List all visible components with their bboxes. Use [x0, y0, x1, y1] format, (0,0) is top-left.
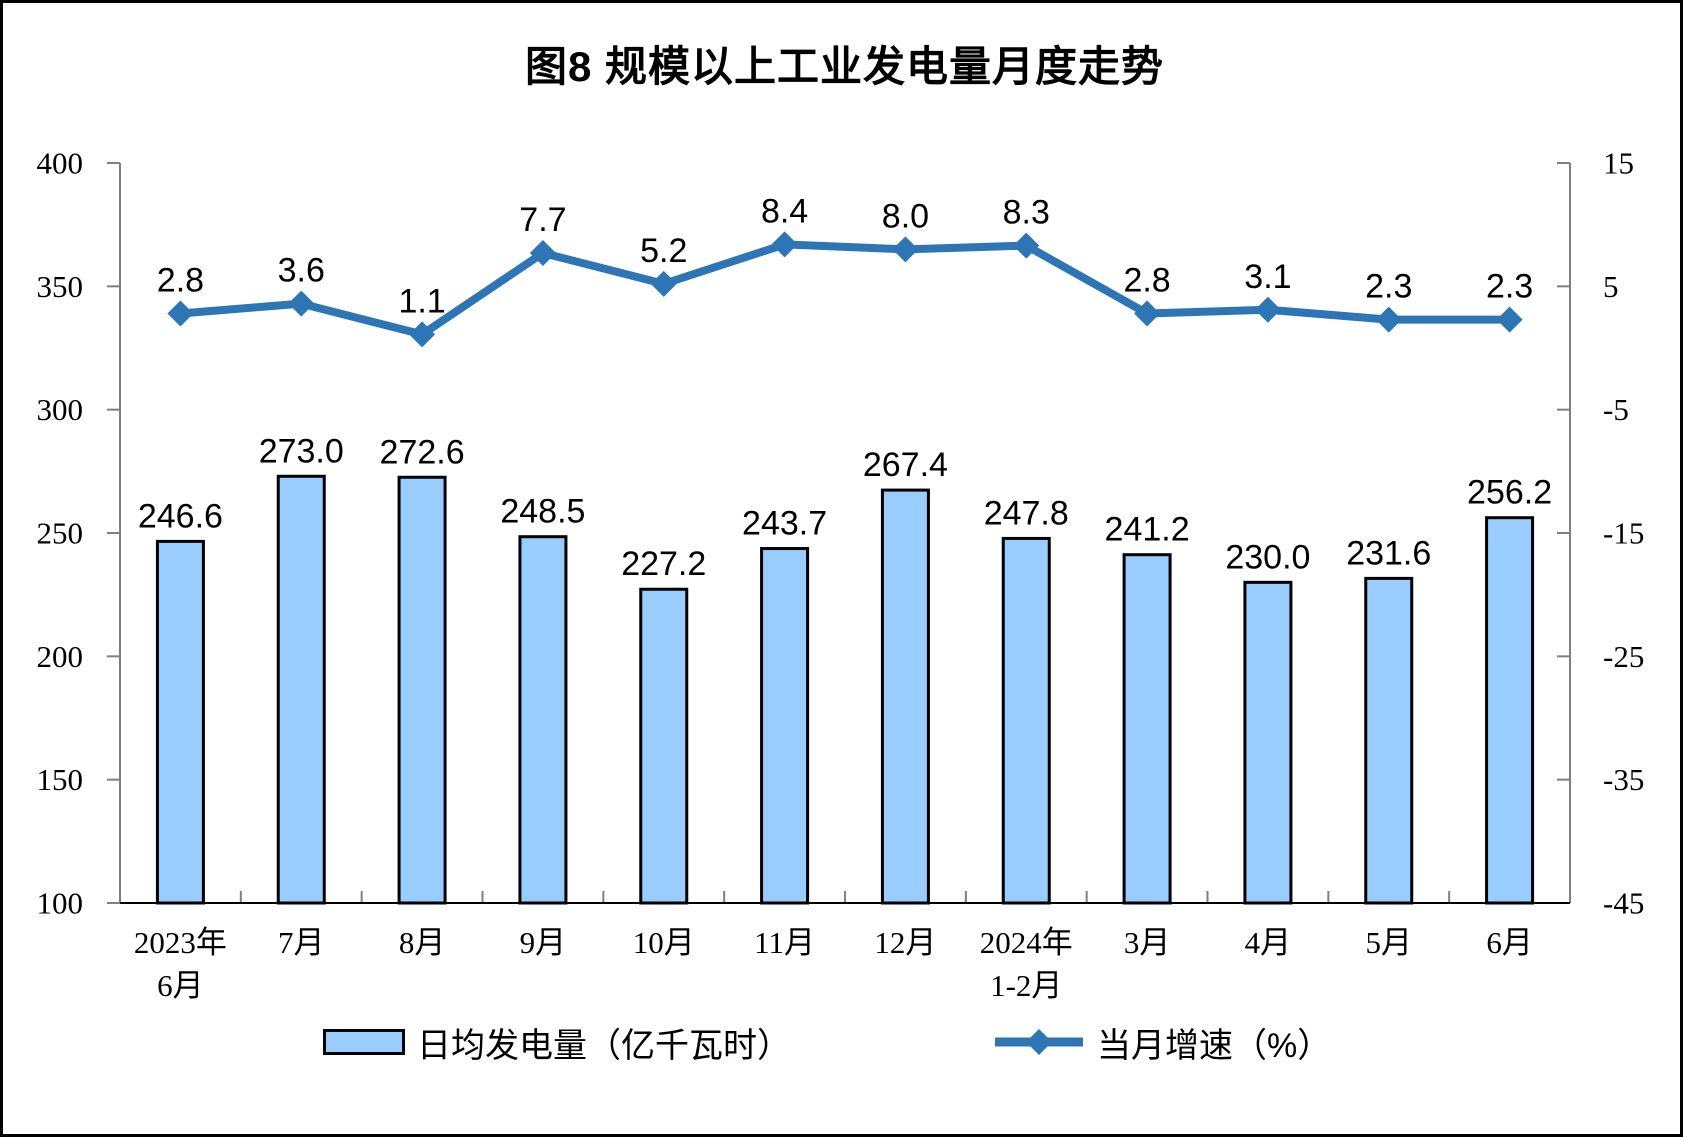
line-marker [529, 240, 556, 267]
line-marker [1013, 232, 1040, 259]
line-value-label: 2.8 [157, 261, 204, 299]
line-value-label: 5.2 [640, 232, 687, 270]
line-marker [1254, 296, 1281, 323]
bar-value-label: 243.7 [742, 505, 827, 543]
line-swatch-icon [995, 1029, 1083, 1055]
growth-line [176, 240, 1514, 339]
legend-item-line: 当月增速（%） [993, 1021, 1331, 1065]
bar [639, 587, 689, 905]
bar [1485, 516, 1535, 905]
chart-title: 图8 规模以上工业发电量月度走势 [524, 43, 1165, 90]
left-axis-tick-label: 300 [37, 392, 84, 427]
x-category-label: 2024年 1-2月 [980, 925, 1073, 1003]
line-value-label: 2.8 [1123, 261, 1170, 299]
bar-value-label: 241.2 [1105, 511, 1190, 549]
plot-area: 400 350 300 250 200 150 100 15 5 -5 -15 -25 -35 -45 20… [37, 146, 1645, 1004]
x-category-label: 3月 [1124, 925, 1171, 960]
line-value-label: 2.3 [1365, 268, 1412, 306]
left-axis-tick-label: 350 [37, 269, 84, 304]
left-axis-tick-label: 400 [37, 146, 84, 181]
bar-value-label: 256.2 [1467, 474, 1552, 512]
x-category-label: 5月 [1366, 925, 1413, 960]
legend-label-bars: 日均发电量（亿千瓦时） [417, 1026, 791, 1065]
bar-value-label: 267.4 [863, 446, 948, 484]
bar [276, 474, 326, 905]
bar [155, 539, 205, 905]
line-marker [1496, 306, 1523, 333]
bar-value-label: 248.5 [500, 493, 585, 531]
bar-value-label: 231.6 [1346, 534, 1431, 572]
line-value-label: 2.3 [1486, 268, 1533, 306]
line-marker [409, 321, 436, 348]
left-axis-tick-label: 100 [37, 886, 84, 921]
x-category-label: 4月 [1245, 925, 1292, 960]
line-marker [650, 270, 677, 297]
line-value-label: 8.4 [761, 192, 808, 230]
left-axis-tick-label: 250 [37, 516, 84, 551]
x-category-label: 9月 [520, 925, 567, 960]
left-axis-tick-label: 150 [37, 762, 84, 797]
line-marker [1375, 306, 1402, 333]
right-axis-tick-label: -45 [1603, 886, 1644, 921]
right-axis-tick-label: -5 [1603, 392, 1629, 427]
line-marker [1134, 300, 1161, 327]
bar-value-label: 273.0 [259, 432, 344, 470]
line-value-label: 7.7 [519, 201, 566, 239]
bar-value-label: 247.8 [984, 494, 1069, 532]
x-category-label: 8月 [399, 925, 446, 960]
x-category-label: 12月 [874, 925, 936, 960]
right-axis-tick-label: -15 [1603, 516, 1644, 551]
line-marker [288, 290, 315, 317]
bar [1001, 536, 1051, 905]
line-value-label: 8.3 [1003, 194, 1050, 232]
bar-swatch-icon [323, 1029, 405, 1055]
bar [1364, 576, 1414, 905]
bar [1122, 553, 1172, 905]
right-axis-tick-label: -25 [1603, 639, 1644, 674]
x-category-label: 7月 [278, 925, 325, 960]
line-value-label: 3.1 [1244, 258, 1291, 296]
line-value-label: 3.6 [278, 252, 325, 290]
left-axis-tick-label: 200 [37, 639, 84, 674]
line-value-label: 1.1 [398, 282, 445, 320]
bar-value-label: 246.6 [138, 497, 223, 535]
line-marker [771, 231, 798, 258]
bar [1243, 580, 1293, 905]
right-axis-tick-label: 5 [1603, 269, 1619, 304]
line-marker [892, 236, 919, 263]
bar [397, 475, 447, 905]
bar [880, 488, 930, 905]
bar [760, 547, 810, 905]
legend-label-line: 当月增速（%） [1097, 1026, 1332, 1065]
line-value-label: 8.0 [882, 197, 929, 235]
bar-value-label: 227.2 [621, 545, 706, 583]
x-category-label: 10月 [633, 925, 695, 960]
right-axis-tick-label: -35 [1603, 762, 1644, 797]
bar-value-label: 230.0 [1225, 538, 1310, 576]
bar [518, 535, 568, 905]
line-marker [167, 300, 194, 327]
x-category-label: 2023年 6月 [134, 925, 227, 1003]
bar-value-label: 272.6 [380, 433, 465, 471]
right-axis-tick-label: 15 [1603, 146, 1634, 181]
x-category-label: 11月 [754, 925, 815, 960]
legend-item-bars: 日均发电量（亿千瓦时） [323, 1021, 791, 1065]
x-category-label: 6月 [1486, 925, 1533, 960]
